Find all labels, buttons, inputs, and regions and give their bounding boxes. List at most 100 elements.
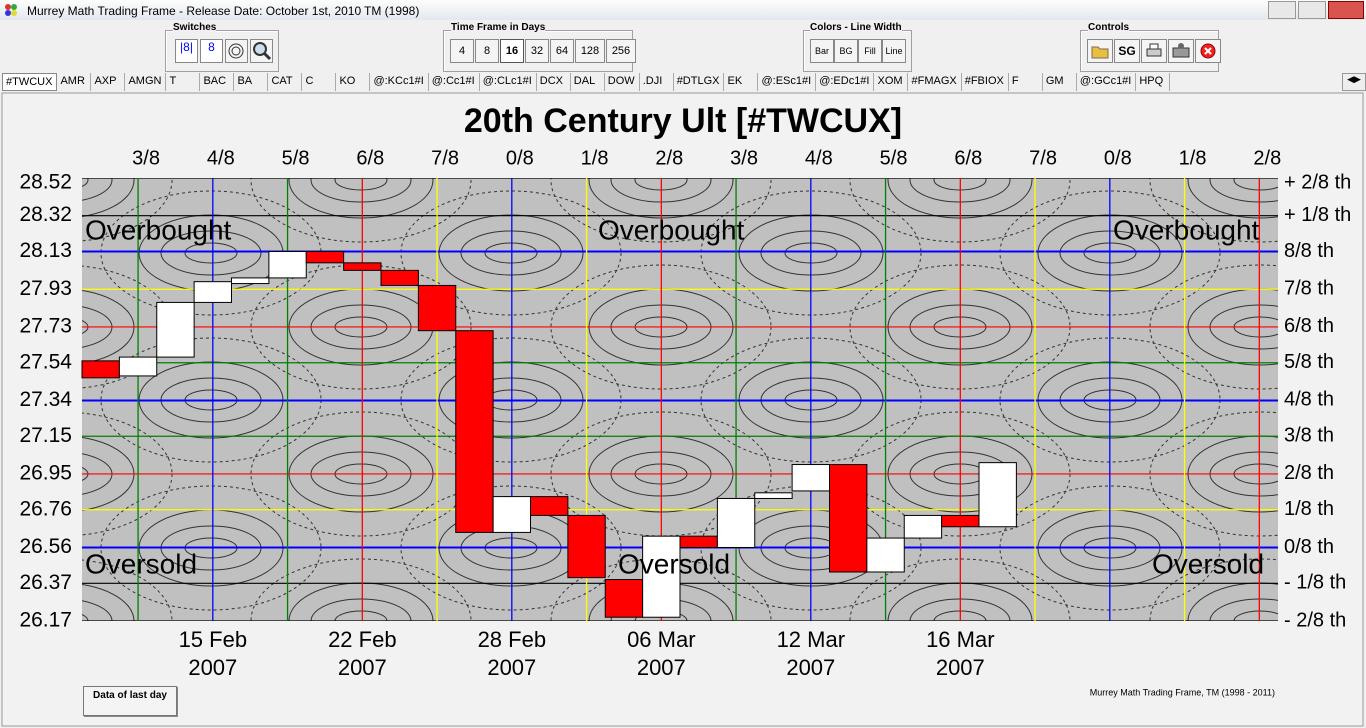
ticker-tab[interactable]: AMGN	[125, 73, 167, 91]
ticker-tab[interactable]: #DTLGX	[674, 73, 725, 91]
candle	[791, 464, 830, 492]
ticker-tab[interactable]: @:Cc1#I	[429, 73, 480, 91]
last-day-button[interactable]: Data of last day	[83, 686, 177, 716]
candle	[754, 492, 793, 499]
candle	[829, 464, 868, 573]
window-mark: TM (1998)	[364, 4, 420, 18]
zone-label: Oversold	[85, 548, 197, 579]
ticker-tab[interactable]: BAC	[200, 73, 235, 91]
color-button[interactable]: BG	[834, 39, 858, 63]
candle	[193, 281, 232, 303]
time-label: 6/8	[356, 147, 384, 169]
candle	[604, 579, 644, 618]
time-label: 4/8	[207, 147, 235, 169]
ticker-tab[interactable]: @:KCc1#I	[370, 73, 429, 91]
timeframe-button[interactable]: 4	[450, 39, 474, 63]
ticker-tab[interactable]: DOW	[605, 73, 640, 91]
level-label: - 2/8 th	[1284, 609, 1346, 631]
candle	[642, 535, 681, 618]
timeframe-button[interactable]: 128	[575, 39, 605, 63]
y-tick-label: 26.76	[19, 497, 72, 520]
ellipse	[1233, 610, 1278, 621]
ellipse	[288, 178, 434, 219]
time-label: 3/8	[730, 147, 758, 169]
close-button[interactable]	[1328, 1, 1364, 19]
level-label: 8/8 th	[1284, 240, 1334, 262]
candles	[81, 251, 1017, 618]
timeframe-group: 4 8 16 32 64 128 256	[443, 30, 636, 72]
ellipse	[1209, 598, 1278, 621]
time-label: 3/8	[132, 147, 160, 169]
ticker-tab[interactable]: HPQ	[1136, 73, 1171, 91]
x-tick-label: 15 Feb 2007	[178, 627, 248, 680]
minimize-button[interactable]	[1268, 1, 1296, 19]
color-button[interactable]: Fill	[858, 39, 882, 63]
candle	[455, 330, 494, 533]
color-button[interactable]: Bar	[810, 39, 834, 63]
ticker-tab[interactable]: BA	[234, 73, 269, 91]
ticker-tab[interactable]: KO	[336, 73, 371, 91]
maximize-button[interactable]	[1298, 1, 1326, 19]
time-label: 7/8	[1029, 147, 1057, 169]
candle	[305, 251, 345, 264]
y-tick-label: 27.15	[19, 424, 72, 447]
ticker-tab[interactable]: DCX	[537, 73, 571, 91]
ellipse	[184, 242, 238, 264]
y-tick-label: 28.52	[19, 171, 72, 194]
timeframe-button[interactable]: 64	[550, 39, 574, 63]
ellipse	[334, 178, 388, 191]
ticker-tab[interactable]: T	[166, 73, 201, 91]
ticker-tab[interactable]: @:GCc1#I	[1077, 73, 1137, 91]
ticker-tab[interactable]: #FBIOX	[962, 73, 1009, 91]
print-button[interactable]	[1141, 39, 1167, 63]
ticker-tab[interactable]: @:EDc1#I	[816, 73, 875, 91]
ellipse	[849, 178, 1071, 243]
time-label: 0/8	[506, 147, 534, 169]
timeframe-button[interactable]: 16	[500, 39, 524, 63]
level-label: - 1/8 th	[1284, 572, 1346, 594]
ticker-tab[interactable]: GM	[1043, 73, 1077, 91]
ticker-tab[interactable]: EK	[724, 73, 759, 91]
ticker-tab[interactable]: C	[302, 73, 337, 91]
ticker-tab[interactable]: @:CLc1#I	[480, 73, 537, 91]
ticker-tab[interactable]: F	[1009, 73, 1043, 91]
switch-button[interactable]: |8|	[175, 39, 198, 63]
ticker-tab[interactable]: .DJI	[640, 73, 674, 91]
candle	[978, 462, 1017, 528]
ticker-tab[interactable]: #FMAGX	[908, 73, 962, 91]
tab-scroll[interactable]: ◀▶	[1342, 73, 1366, 91]
time-label: 6/8	[954, 147, 982, 169]
candle	[231, 277, 270, 285]
ticker-tab[interactable]: CAT	[268, 73, 303, 91]
controls-group: SG	[1080, 30, 1221, 72]
timeframe-button[interactable]: 256	[606, 39, 636, 63]
settings-button[interactable]	[1168, 39, 1194, 63]
ticker-tab[interactable]: AMR	[57, 73, 92, 91]
group-label: Colors - Line Width	[810, 22, 902, 33]
level-label: 3/8 th	[1284, 425, 1334, 447]
sg-button[interactable]: SG	[1114, 39, 1140, 63]
ticker-tabs: #TWCUX AMR AXP AMGN T BAC BA CAT C KO @:KCc1#I @:Cc…	[2, 73, 1171, 91]
ticker-tab[interactable]: XOM	[874, 73, 909, 91]
timeframe-button[interactable]: 32	[525, 39, 549, 63]
open-button[interactable]	[1087, 39, 1113, 63]
ellipse	[82, 178, 173, 242]
candle	[679, 535, 718, 548]
switch-button[interactable]: 8	[200, 39, 223, 63]
color-button[interactable]: Line	[882, 39, 906, 63]
exit-button[interactable]	[1195, 39, 1221, 63]
zoom-button[interactable]	[250, 39, 273, 63]
y-tick-label: 28.32	[19, 203, 72, 226]
candle	[268, 251, 307, 279]
zone-label: Overbought	[85, 214, 232, 245]
ellipse	[334, 610, 388, 621]
ticker-tab[interactable]: AXP	[91, 73, 126, 91]
ticker-tab[interactable]: #TWCUX	[2, 73, 58, 91]
ticker-tab[interactable]: DAL	[571, 73, 605, 91]
ellipse	[82, 178, 135, 218]
switch-button[interactable]	[225, 39, 248, 63]
ticker-tab[interactable]: @:ESc1#I	[758, 73, 817, 91]
timeframe-button[interactable]: 8	[475, 39, 499, 63]
candle	[903, 514, 943, 539]
